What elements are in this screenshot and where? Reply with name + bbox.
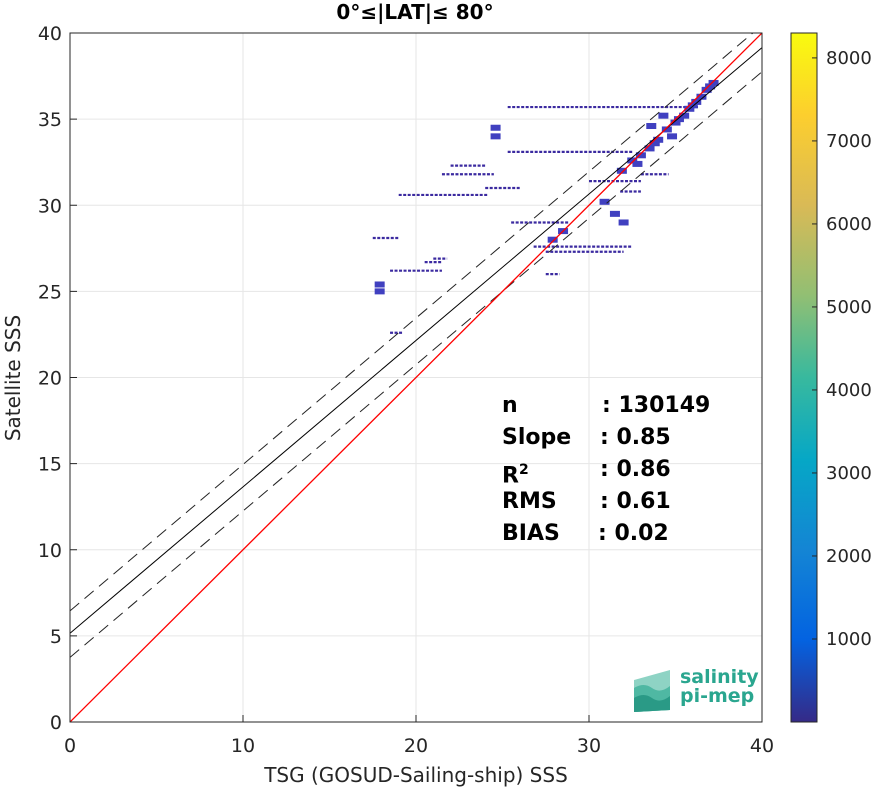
stat-value: : 0.86	[600, 457, 671, 482]
density-point	[649, 140, 660, 147]
colorbar	[790, 32, 818, 723]
regression-line	[70, 47, 762, 634]
density-point	[599, 198, 610, 205]
y-tick-label: 10	[38, 540, 62, 562]
x-axis-label: TSG (GOSUD-Sailing-ship) SSS	[263, 763, 568, 787]
colorbar-tick-label: 2000	[826, 546, 872, 567]
line-layer	[70, 33, 762, 722]
stat-label: n	[502, 393, 518, 418]
density-point	[547, 236, 558, 243]
waves-icon	[634, 670, 670, 712]
stat-value: : 0.61	[600, 489, 671, 514]
y-tick-label: 15	[38, 454, 62, 476]
chart-title: 0°≤|LAT|≤ 80°	[336, 0, 493, 24]
y-tick-label: 30	[38, 195, 62, 217]
colorbar-tick-label: 8000	[826, 48, 872, 69]
density-point	[673, 116, 684, 123]
density-point	[374, 288, 385, 295]
density-point	[632, 160, 643, 167]
stat-value: : 0.85	[600, 425, 671, 450]
x-tick-label: 40	[750, 735, 774, 757]
y-tick-label: 20	[38, 368, 62, 390]
density-point	[374, 281, 385, 288]
density-point	[708, 79, 719, 86]
density-point	[616, 167, 627, 174]
x-tick-label: 10	[231, 735, 255, 757]
stat-value: : 0.02	[598, 521, 669, 546]
ticks: 0 10 20 30 40 0 5 10 15 20 25 30 35 40	[38, 23, 774, 757]
y-tick-label: 35	[38, 109, 62, 131]
density-point	[701, 86, 712, 93]
density-point	[627, 157, 638, 164]
y-axis-label: Satellite SSS	[1, 315, 25, 441]
logo-line2: pi-mep	[680, 685, 755, 707]
colorbar-tick-label: 6000	[826, 214, 872, 235]
y-tick-label: 40	[38, 23, 62, 45]
colorbar-tick-label: 7000	[826, 131, 872, 152]
density-point	[653, 136, 664, 143]
y-tick-label: 5	[50, 626, 62, 648]
stat-label: R2	[502, 462, 529, 489]
x-tick-label: 20	[404, 735, 428, 757]
y-tick-label: 25	[38, 281, 62, 303]
x-tick-label: 0	[64, 735, 76, 757]
stat-value: : 130149	[602, 393, 711, 418]
stat-label: BIAS	[502, 521, 560, 546]
density-point	[679, 112, 690, 119]
density-point	[687, 102, 698, 109]
density-point	[490, 124, 501, 131]
colorbar-tick-label: 4000	[826, 380, 872, 401]
density-point	[705, 83, 716, 90]
stat-label-superscript: 2	[518, 462, 529, 478]
salinity-pi-mep-logo: salinity pi-mep	[630, 666, 759, 714]
y-tick-label: 0	[50, 712, 62, 734]
density-point	[618, 219, 629, 226]
density-point	[696, 93, 707, 100]
density-point	[658, 112, 669, 119]
density-point	[667, 133, 678, 140]
density-point	[609, 210, 620, 217]
density-point	[670, 119, 681, 126]
x-tick-label: 30	[577, 735, 601, 757]
stat-label: RMS	[502, 489, 557, 514]
identity-line	[70, 33, 762, 722]
logo-text: salinity pi-mep	[680, 668, 759, 706]
density-point	[635, 152, 646, 159]
density-point	[691, 98, 702, 105]
colorbar-ticks: 1000 2000 3000 4000 5000 6000 7000 8000	[812, 48, 872, 650]
colorbar-tick-label: 5000	[826, 297, 872, 318]
density-point	[661, 126, 672, 133]
density-point	[490, 133, 501, 140]
logo-line1: salinity	[680, 666, 759, 688]
colorbar-tick-label: 1000	[826, 629, 872, 650]
density-point	[646, 123, 657, 130]
stat-label: Slope	[502, 425, 572, 450]
colorbar-tick-label: 3000	[826, 463, 872, 484]
density-point	[644, 145, 655, 152]
